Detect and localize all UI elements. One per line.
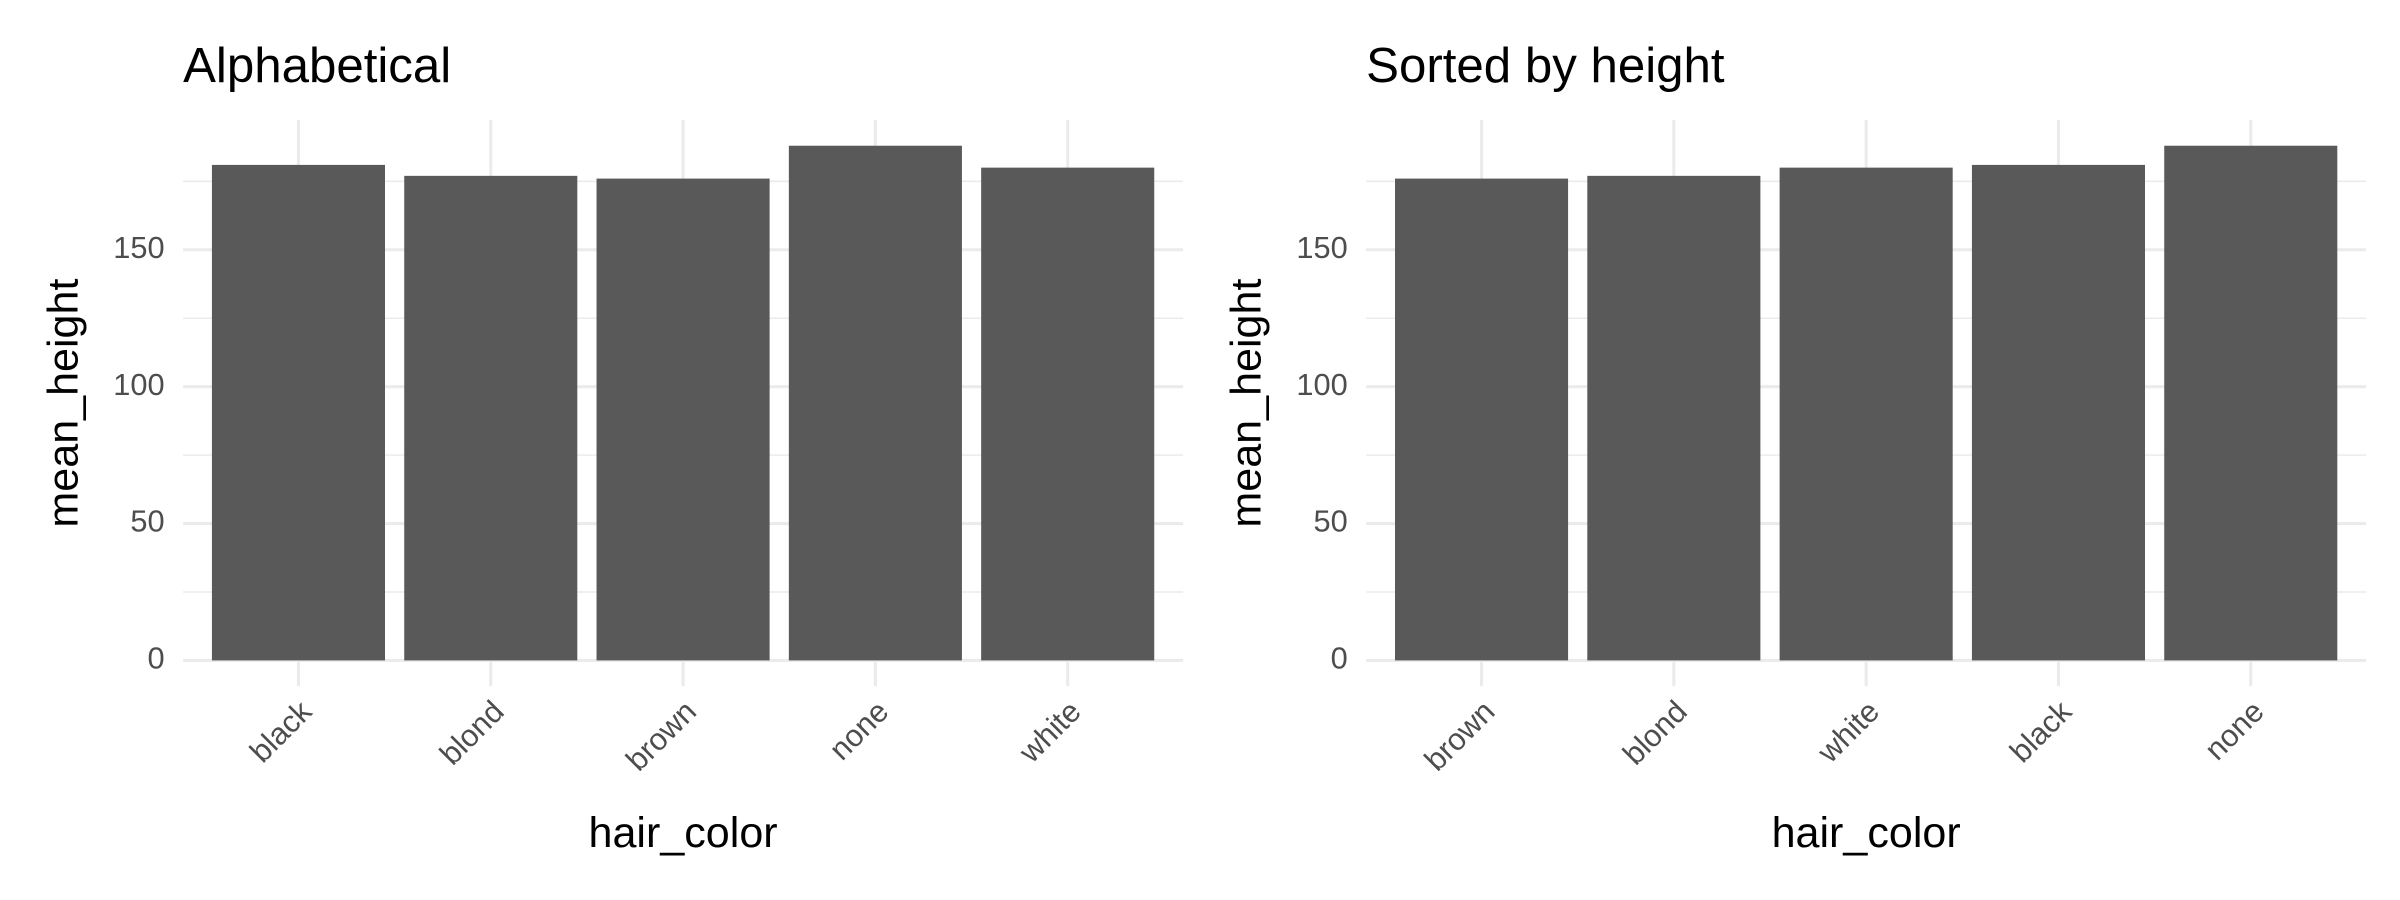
y-tick-label: 50 xyxy=(130,504,164,539)
bar xyxy=(1779,167,1953,661)
x-tick-label: brown xyxy=(619,694,703,778)
y-tick-label: 100 xyxy=(113,367,164,402)
x-tick-label: brown xyxy=(1417,694,1501,778)
bar xyxy=(1587,175,1761,661)
y-axis-title: mean_height xyxy=(40,279,88,528)
x-axis-title: hair_color xyxy=(589,809,778,857)
bar xyxy=(211,164,385,661)
bar xyxy=(2164,145,2338,661)
y-tick-label: 0 xyxy=(1331,641,1348,676)
y-tick-label: 150 xyxy=(1296,230,1347,265)
bar xyxy=(1395,178,1569,661)
chart-title: Sorted by height xyxy=(1366,38,1725,93)
x-axis-title: hair_color xyxy=(1772,809,1961,857)
bar xyxy=(981,167,1155,661)
x-tick-label: white xyxy=(1011,694,1087,770)
y-tick-label: 50 xyxy=(1313,504,1347,539)
y-tick-label: 100 xyxy=(1296,367,1347,402)
x-tick-label: black xyxy=(2003,693,2079,769)
x-tick-label: blond xyxy=(433,694,511,772)
y-axis-title: mean_height xyxy=(1223,279,1271,528)
x-tick-label: blond xyxy=(1616,694,1694,772)
x-tick-label: black xyxy=(243,693,319,769)
x-tick-label: none xyxy=(822,694,895,767)
bar xyxy=(596,178,770,661)
y-tick-label: 0 xyxy=(148,641,165,676)
bar xyxy=(1971,164,2145,661)
x-tick-label: none xyxy=(2198,694,2271,767)
y-tick-label: 150 xyxy=(113,230,164,265)
chart-title: Alphabetical xyxy=(183,38,451,93)
bar xyxy=(788,145,962,661)
x-tick-label: white xyxy=(1810,694,1886,770)
bar xyxy=(404,175,578,661)
